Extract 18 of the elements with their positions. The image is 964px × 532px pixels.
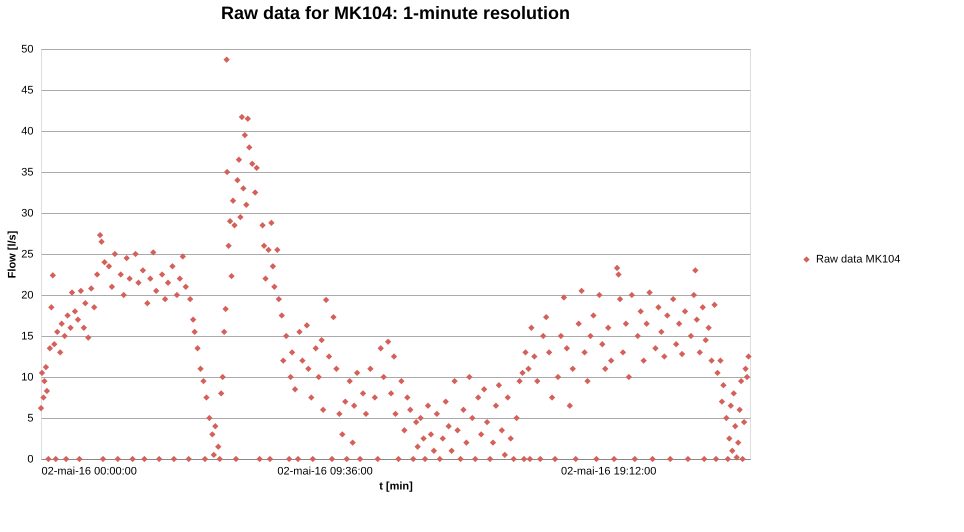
x-tick-label: 02-mai-16 00:00:00: [42, 466, 137, 478]
y-tick-label: 45: [21, 84, 34, 96]
x-axis-title: t [min]: [379, 480, 414, 492]
y-axis-title: Flow [l/s]: [6, 230, 18, 278]
y-tick-label: 30: [21, 208, 34, 220]
y-tick-label: 40: [21, 126, 34, 138]
x-tick-label: 02-mai-16 19:12:00: [560, 466, 656, 478]
y-tick-label: 20: [21, 290, 34, 302]
y-tick-label: 50: [21, 44, 34, 56]
x-tick-label: 02-mai-16 09:36:00: [277, 466, 373, 478]
y-tick-label: 15: [21, 330, 34, 342]
y-tick-label: 5: [27, 412, 34, 424]
y-tick-label: 0: [27, 454, 34, 466]
y-tick-label: 35: [21, 166, 34, 178]
y-tick-label: 10: [21, 372, 34, 384]
legend-label: Raw data MK104: [816, 254, 900, 266]
y-tick-label: 25: [21, 248, 34, 260]
chart-title: Raw data for MK104: 1-minute resolution: [220, 3, 570, 23]
